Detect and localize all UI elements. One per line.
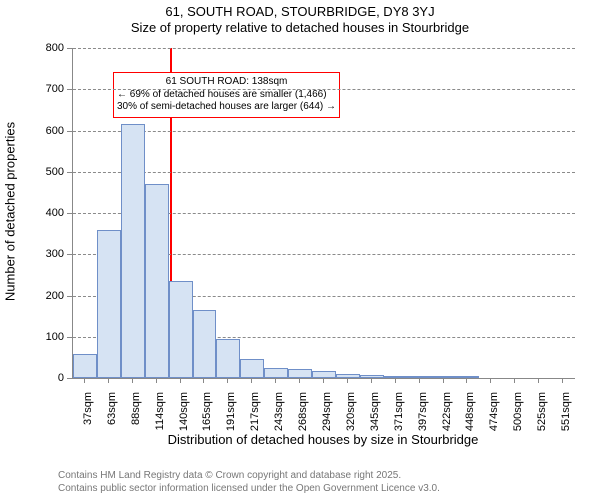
x-tick: [347, 378, 348, 383]
y-tick: [67, 213, 72, 214]
footer-line: Contains public sector information licen…: [58, 483, 440, 496]
histogram-bar: [121, 124, 145, 378]
x-tick: [323, 378, 324, 383]
x-tick: [514, 378, 515, 383]
x-tick-label: 422sqm: [441, 392, 453, 492]
x-tick: [490, 378, 491, 383]
chart-title-line1: 61, SOUTH ROAD, STOURBRIDGE, DY8 3YJ: [0, 4, 600, 20]
x-tick: [227, 378, 228, 383]
x-tick: [275, 378, 276, 383]
x-tick: [299, 378, 300, 383]
x-tick: [395, 378, 396, 383]
x-tick: [108, 378, 109, 383]
histogram-bar: [97, 230, 121, 378]
y-tick-label: 300: [32, 248, 64, 260]
y-tick: [67, 378, 72, 379]
x-tick-label: 448sqm: [464, 392, 476, 492]
y-tick-label: 200: [32, 290, 64, 302]
x-tick: [84, 378, 85, 383]
y-tick-label: 100: [32, 331, 64, 343]
x-tick: [419, 378, 420, 383]
chart: Number of detached properties 61 SOUTH R…: [0, 42, 600, 446]
y-gridline: [73, 89, 575, 91]
x-tick-label: 551sqm: [560, 392, 572, 492]
y-gridline: [73, 48, 575, 50]
histogram-bar: [73, 354, 97, 378]
footer-attribution: Contains HM Land Registry data © Crown c…: [58, 470, 440, 495]
histogram-bar: [288, 369, 312, 378]
y-tick: [67, 296, 72, 297]
y-tick-label: 700: [32, 83, 64, 95]
x-tick: [371, 378, 372, 383]
y-tick: [67, 89, 72, 90]
y-tick: [67, 48, 72, 49]
y-axis-title: Number of detached properties: [3, 62, 18, 362]
x-tick: [203, 378, 204, 383]
y-tick: [67, 172, 72, 173]
y-gridline: [73, 172, 575, 174]
histogram-bar: [240, 359, 264, 378]
x-tick: [466, 378, 467, 383]
annotation-line: 61 SOUTH ROAD: 138sqm: [117, 76, 336, 89]
y-tick-label: 600: [32, 125, 64, 137]
y-gridline: [73, 131, 575, 133]
chart-titles: 61, SOUTH ROAD, STOURBRIDGE, DY8 3YJ Siz…: [0, 0, 600, 37]
y-tick-label: 0: [32, 372, 64, 384]
y-tick-label: 800: [32, 42, 64, 54]
histogram-bar: [193, 310, 217, 378]
histogram-bar: [169, 281, 193, 378]
y-tick-label: 500: [32, 166, 64, 178]
histogram-bar: [312, 371, 336, 378]
x-tick: [562, 378, 563, 383]
x-tick: [156, 378, 157, 383]
histogram-bar: [216, 339, 240, 378]
annotation-box: 61 SOUTH ROAD: 138sqm← 69% of detached h…: [113, 72, 340, 118]
x-tick: [538, 378, 539, 383]
footer-line: Contains HM Land Registry data © Crown c…: [58, 470, 440, 483]
y-tick: [67, 337, 72, 338]
plot-area: 61 SOUTH ROAD: 138sqm← 69% of detached h…: [72, 48, 575, 379]
y-tick-label: 400: [32, 207, 64, 219]
x-tick: [132, 378, 133, 383]
x-tick-label: 525sqm: [536, 392, 548, 492]
histogram-bar: [264, 368, 288, 378]
x-tick-label: 500sqm: [512, 392, 524, 492]
histogram-bar: [145, 184, 169, 378]
x-tick: [180, 378, 181, 383]
x-tick: [443, 378, 444, 383]
x-tick: [251, 378, 252, 383]
x-tick-label: 474sqm: [488, 392, 500, 492]
y-tick: [67, 131, 72, 132]
chart-title-line2: Size of property relative to detached ho…: [0, 20, 600, 36]
annotation-line: 30% of semi-detached houses are larger (…: [117, 101, 336, 114]
y-tick: [67, 254, 72, 255]
